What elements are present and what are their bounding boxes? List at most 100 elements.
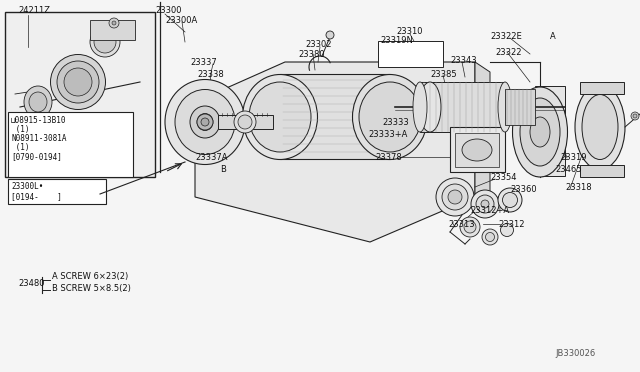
Text: [0790-0194]: [0790-0194] [11, 152, 62, 161]
Text: 23354: 23354 [490, 173, 516, 182]
Text: A SCREW 6×23(2): A SCREW 6×23(2) [52, 273, 128, 282]
Text: 23300A: 23300A [165, 16, 197, 25]
Bar [5, 12, 155, 177]
Bar [420, 82, 505, 132]
Text: [0194-    ]: [0194- ] [11, 192, 62, 201]
Bar [90, 20, 135, 40]
Ellipse shape [436, 178, 474, 216]
Ellipse shape [94, 31, 116, 53]
Text: 23319N: 23319N [380, 35, 413, 45]
Text: 23378: 23378 [375, 153, 402, 161]
Text: 23312: 23312 [498, 219, 525, 228]
Circle shape [109, 18, 119, 28]
Circle shape [106, 153, 114, 161]
Text: 23333: 23333 [382, 118, 409, 126]
Ellipse shape [243, 74, 317, 160]
Ellipse shape [464, 221, 476, 233]
Ellipse shape [197, 113, 213, 131]
Circle shape [112, 21, 116, 25]
Circle shape [631, 112, 639, 120]
Text: 23343: 23343 [450, 55, 477, 64]
Text: 23312+A: 23312+A [470, 205, 509, 215]
Polygon shape [195, 62, 475, 242]
Text: 23337: 23337 [190, 58, 217, 67]
Ellipse shape [238, 115, 252, 129]
Bar [455, 133, 499, 167]
Ellipse shape [24, 86, 52, 118]
Ellipse shape [419, 82, 441, 132]
Text: 23360: 23360 [510, 185, 536, 193]
Text: (1): (1) [11, 125, 29, 134]
Ellipse shape [481, 200, 489, 208]
Circle shape [326, 31, 334, 39]
Ellipse shape [165, 80, 245, 164]
Ellipse shape [575, 84, 625, 170]
Text: 23313: 23313 [448, 219, 475, 228]
Text: 23300L•: 23300L• [11, 182, 44, 191]
Text: 23300: 23300 [155, 6, 182, 15]
Circle shape [201, 118, 209, 126]
Ellipse shape [442, 184, 468, 210]
Ellipse shape [486, 232, 495, 241]
Polygon shape [475, 62, 490, 207]
Ellipse shape [498, 188, 522, 212]
Text: 23302: 23302 [305, 39, 332, 48]
Ellipse shape [476, 195, 494, 213]
Ellipse shape [498, 82, 512, 132]
Text: 23319: 23319 [560, 153, 586, 161]
Text: 23338: 23338 [197, 70, 224, 78]
Bar [378, 41, 443, 67]
Ellipse shape [175, 90, 235, 154]
Circle shape [197, 114, 213, 130]
Text: 24211Z: 24211Z [18, 6, 50, 15]
Text: N08911-3081A: N08911-3081A [11, 134, 67, 143]
Text: 23322E: 23322E [490, 32, 522, 41]
Circle shape [108, 155, 112, 159]
Ellipse shape [482, 229, 498, 245]
Text: 23337A: 23337A [195, 153, 227, 161]
Text: 23333+A: 23333+A [368, 129, 408, 138]
Bar [535, 86, 565, 176]
Text: B SCREW 5×8.5(2): B SCREW 5×8.5(2) [52, 285, 131, 294]
Ellipse shape [249, 82, 311, 152]
Bar [580, 165, 624, 177]
Ellipse shape [460, 217, 480, 237]
Ellipse shape [471, 190, 499, 218]
Ellipse shape [29, 92, 47, 112]
Ellipse shape [413, 82, 427, 132]
Text: 23310: 23310 [396, 26, 422, 35]
Text: 23385: 23385 [430, 70, 456, 78]
Bar [218, 115, 273, 129]
Bar [580, 82, 624, 94]
Bar [280, 74, 390, 159]
Bar [450, 127, 505, 172]
Ellipse shape [190, 106, 220, 138]
Ellipse shape [520, 98, 560, 166]
Circle shape [633, 114, 637, 118]
Bar [8, 112, 133, 177]
Ellipse shape [502, 192, 518, 208]
Ellipse shape [64, 68, 92, 96]
Ellipse shape [448, 190, 462, 204]
Text: A: A [550, 32, 556, 41]
Ellipse shape [462, 139, 492, 161]
Ellipse shape [353, 74, 428, 160]
Text: 23322: 23322 [495, 48, 522, 57]
Text: 23480: 23480 [18, 279, 45, 289]
Text: 23318: 23318 [565, 183, 591, 192]
Text: JB330026: JB330026 [555, 350, 595, 359]
Text: 23465: 23465 [555, 164, 582, 173]
Ellipse shape [500, 224, 513, 237]
Ellipse shape [90, 27, 120, 57]
Ellipse shape [530, 117, 550, 147]
Ellipse shape [51, 55, 106, 109]
Bar [8, 179, 106, 204]
Ellipse shape [359, 82, 421, 152]
Bar [505, 89, 535, 125]
Ellipse shape [582, 94, 618, 160]
Text: B: B [220, 164, 226, 173]
Ellipse shape [57, 61, 99, 103]
Text: ⊔08915-13B10: ⊔08915-13B10 [11, 116, 67, 125]
Text: (1): (1) [11, 143, 29, 152]
Ellipse shape [513, 87, 568, 177]
